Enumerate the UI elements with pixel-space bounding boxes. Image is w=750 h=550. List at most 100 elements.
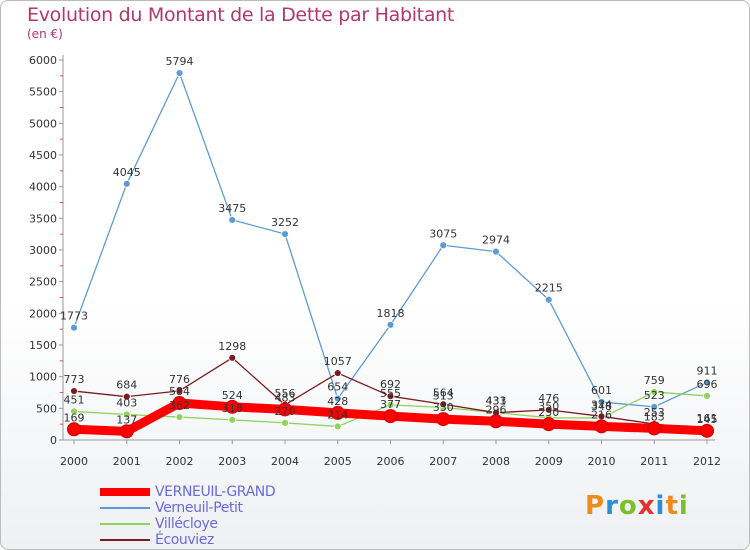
data-label: 145 — [697, 413, 718, 426]
data-label: 1818 — [377, 307, 405, 320]
data-point — [492, 247, 500, 256]
data-label: 296 — [486, 403, 507, 416]
logo-letter: o — [618, 491, 638, 521]
data-point — [333, 422, 342, 431]
data-point — [383, 409, 398, 424]
data-point — [703, 392, 711, 400]
x-tick-label: 2012 — [693, 455, 721, 468]
legend-item: Verneuil-Petit — [100, 500, 243, 516]
x-tick-label: 2011 — [640, 455, 668, 468]
y-tick-label: 3500 — [29, 212, 57, 225]
data-point — [228, 353, 237, 362]
data-point — [70, 323, 78, 332]
x-tick-label: 2008 — [482, 455, 510, 468]
data-label: 362 — [169, 399, 190, 412]
x-tick-label: 2010 — [588, 455, 616, 468]
x-tick-label: 2006 — [377, 455, 405, 468]
series-line-1 — [73, 72, 708, 408]
data-label: 601 — [591, 384, 612, 397]
data-label: 759 — [644, 374, 665, 387]
data-label: 431 — [486, 395, 507, 408]
y-tick-label: 3000 — [29, 244, 57, 257]
logo-letter: i — [655, 491, 666, 521]
data-label: 555 — [380, 387, 401, 400]
data-point — [175, 69, 184, 77]
data-point — [700, 423, 714, 438]
x-tick-label: 2003 — [218, 455, 246, 468]
data-point — [330, 405, 345, 420]
x-tick-label: 2002 — [166, 455, 194, 468]
data-label: 350 — [538, 400, 559, 413]
data-point — [175, 413, 184, 421]
data-point — [333, 369, 342, 377]
y-tick-label: 500 — [36, 402, 57, 415]
data-label: 270 — [275, 405, 296, 418]
data-label: 524 — [222, 389, 243, 402]
data-point — [439, 241, 448, 250]
data-label: 2974 — [482, 234, 510, 247]
data-point — [228, 415, 237, 424]
x-tick-label: 2004 — [271, 455, 299, 468]
x-tick-label: 2005 — [324, 455, 352, 468]
proxiti-logo: Proxiti — [585, 491, 689, 521]
data-label: 214 — [327, 408, 348, 421]
y-tick-label: 1000 — [29, 371, 57, 384]
legend-item: Écouviez — [100, 532, 214, 548]
data-point — [278, 402, 292, 417]
data-label: 451 — [64, 393, 85, 406]
x-tick-label: 2007 — [429, 455, 457, 468]
data-label: 1057 — [324, 355, 352, 368]
data-point — [67, 422, 81, 437]
data-point — [544, 295, 553, 304]
x-tick-label: 2001 — [113, 455, 141, 468]
logo-letter: t — [665, 491, 679, 521]
data-label: 684 — [116, 379, 137, 392]
data-point — [439, 400, 448, 409]
logo-letter: r — [605, 491, 619, 521]
data-label: 318 — [222, 402, 243, 415]
data-label: 556 — [275, 387, 296, 400]
data-label: 348 — [591, 400, 612, 413]
data-label: 513 — [433, 390, 454, 403]
y-tick-label: 5000 — [29, 117, 57, 130]
data-point — [175, 386, 184, 395]
data-point — [70, 387, 78, 395]
data-point — [386, 392, 395, 401]
data-point — [172, 396, 187, 411]
data-point — [594, 419, 609, 434]
data-point — [225, 399, 240, 414]
x-tick-label: 2009 — [535, 455, 563, 468]
data-point — [122, 392, 131, 401]
chart-subtitle: (en €) — [27, 27, 63, 41]
data-point — [597, 398, 606, 406]
legend-swatch — [100, 523, 150, 525]
y-tick-label: 1500 — [29, 339, 57, 352]
data-point — [650, 388, 659, 396]
data-label: 1773 — [60, 310, 88, 323]
data-label: 696 — [697, 378, 718, 391]
data-label: 483 — [275, 391, 296, 404]
data-point — [541, 417, 556, 432]
data-label: 692 — [380, 378, 401, 391]
data-label: 428 — [327, 395, 348, 408]
y-tick-label: 0 — [50, 434, 57, 447]
data-point — [333, 394, 342, 403]
data-label: 183 — [644, 410, 665, 423]
logo-letter: x — [637, 491, 656, 521]
data-label: 523 — [644, 389, 665, 402]
legend-item: Villécloye — [100, 516, 218, 532]
data-label: 5794 — [166, 55, 194, 68]
y-tick-label: 4000 — [29, 181, 57, 194]
data-label: 2215 — [535, 282, 563, 295]
legend-label: Écouviez — [155, 532, 214, 548]
x-tick-label: 2000 — [60, 455, 88, 468]
data-label: 476 — [538, 392, 559, 405]
y-tick-label: 6000 — [29, 54, 57, 67]
data-label: 3075 — [429, 227, 457, 240]
data-point — [436, 412, 451, 427]
data-label: 584 — [169, 385, 190, 398]
y-tick-label: 2000 — [29, 307, 57, 320]
data-point — [281, 230, 289, 238]
